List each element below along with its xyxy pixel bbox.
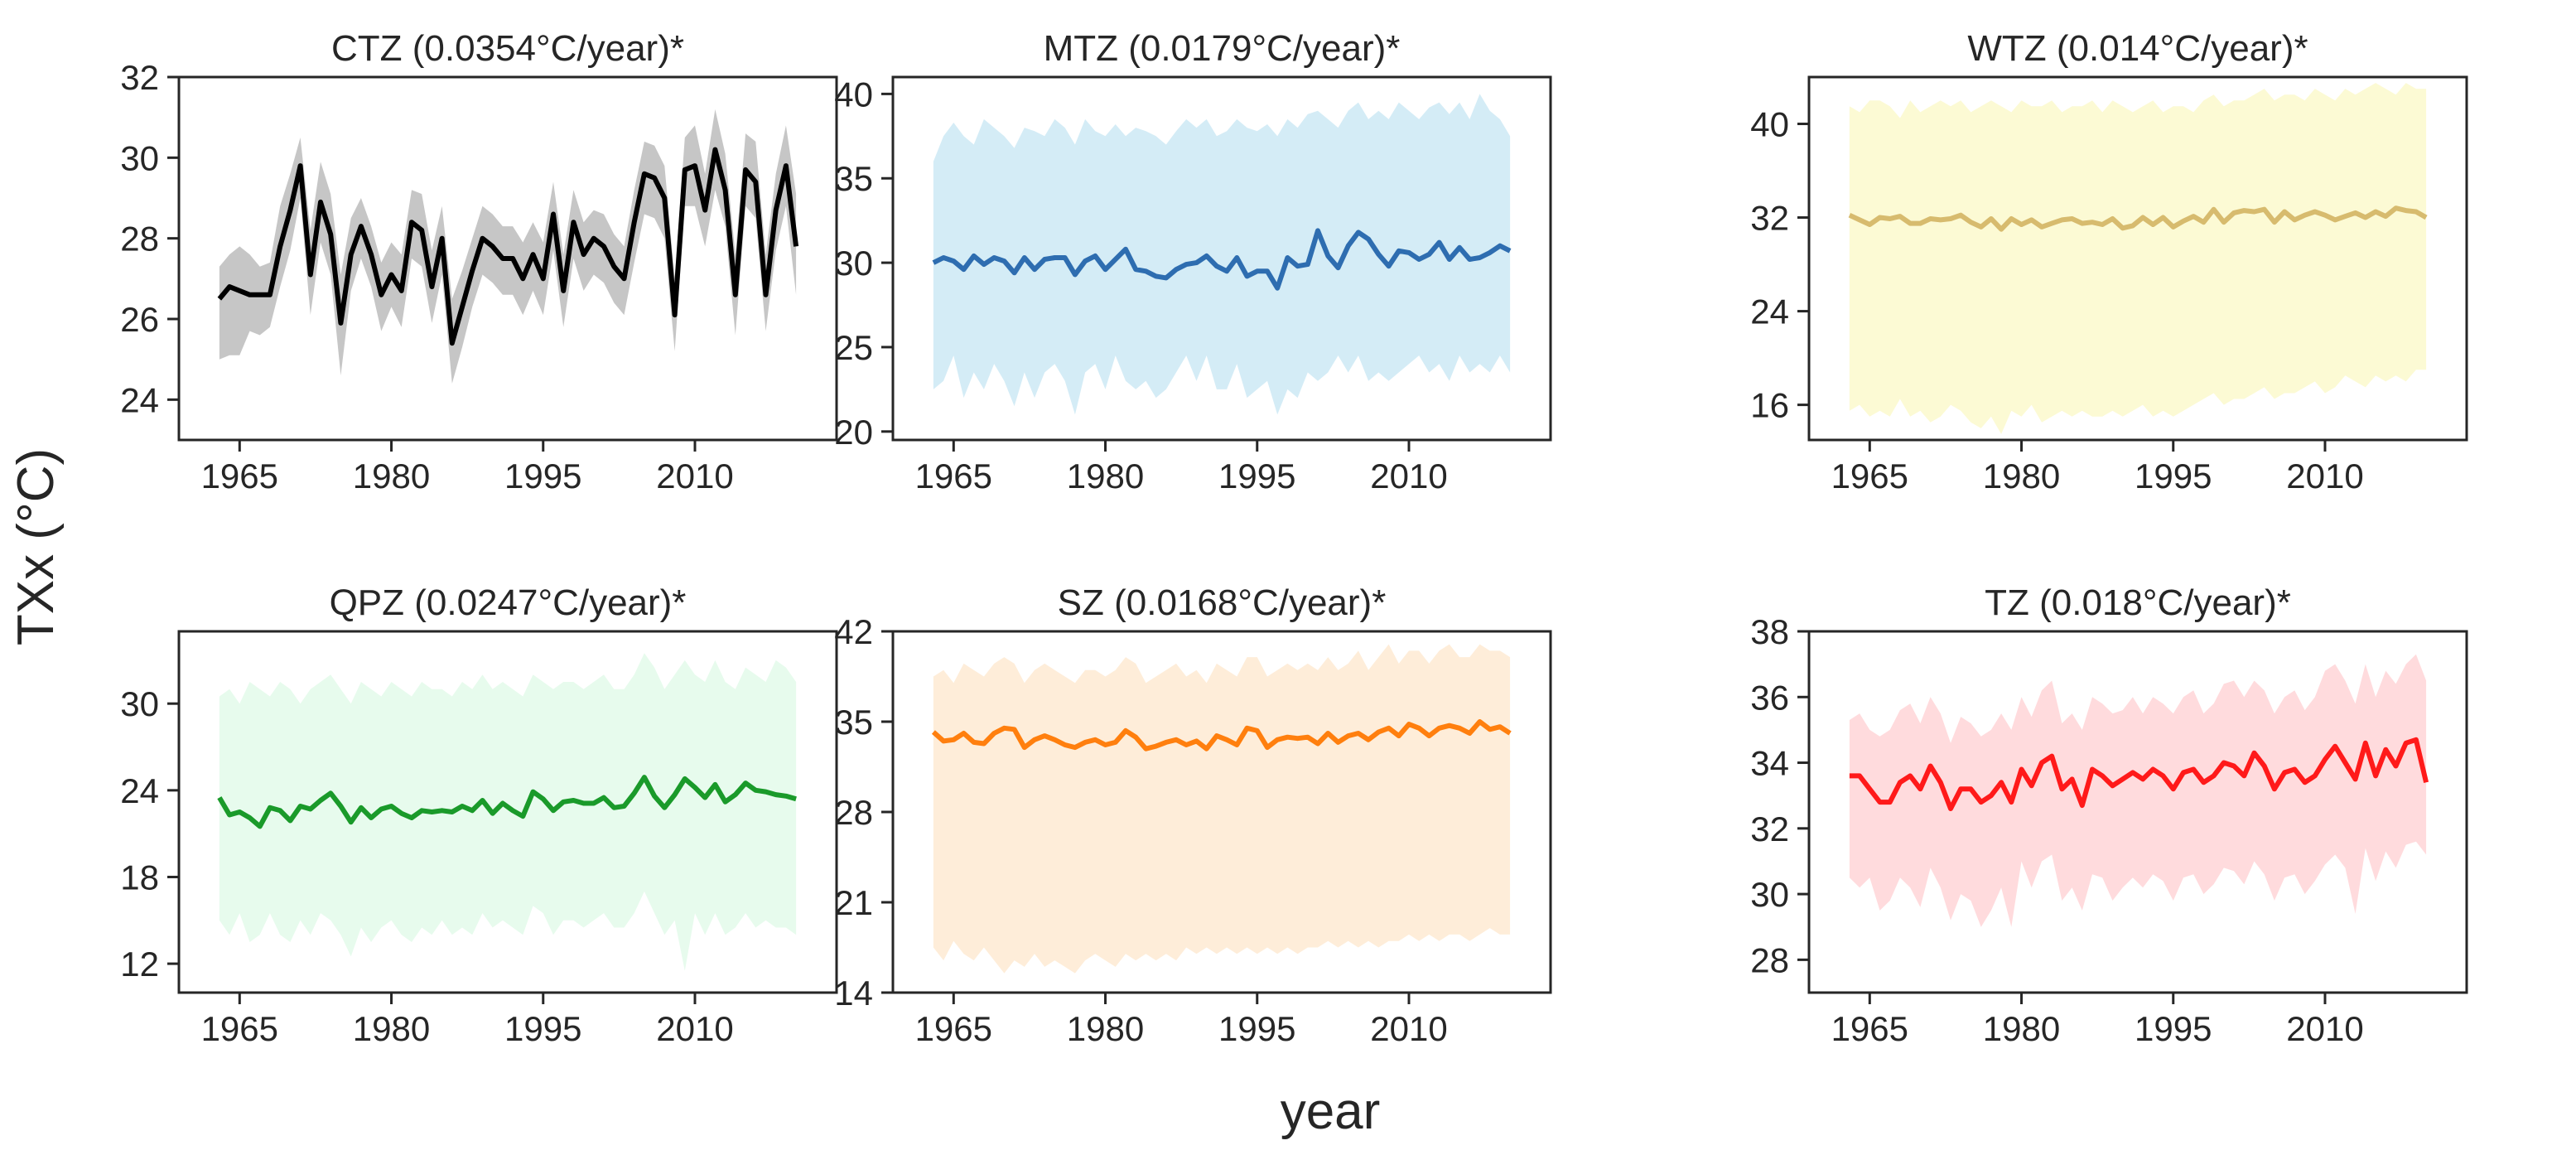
x-tick-label: 2010 [1370, 457, 1447, 495]
panel-title: CTZ (0.0354°C/year)* [331, 28, 684, 69]
x-tick-label: 2010 [656, 1009, 733, 1048]
y-tick-label: 20 [834, 413, 873, 452]
y-tick-label: 28 [1750, 940, 1789, 979]
x-tick-label: 2010 [656, 457, 733, 495]
x-tick-label: 1965 [1831, 457, 1908, 495]
x-tick-label: 1965 [201, 457, 278, 495]
series-line [932, 228, 1512, 291]
x-tick-label: 1995 [504, 457, 581, 495]
y-tick-label: 14 [834, 974, 873, 1012]
x-tick-label: 1995 [1218, 1009, 1295, 1048]
x-tick-label: 2010 [2286, 1009, 2363, 1048]
x-tick-label: 1965 [1831, 1009, 1908, 1048]
panel-4: 1965 1980 1995 2010 12 18 24 30 QPZ (0.0247°C/ye… [120, 582, 838, 1048]
y-tick-label: 26 [120, 300, 159, 339]
y-tick-label: 35 [834, 159, 873, 198]
plot-frame [891, 75, 1552, 442]
panel-title: WTZ (0.014°C/year)* [1967, 28, 2308, 69]
y-tick-label: 16 [1750, 386, 1789, 425]
x-tick-label: 1965 [201, 1009, 278, 1048]
y-tick-label: 30 [120, 684, 159, 723]
plot-frame [1807, 630, 2468, 994]
x-tick-label: 1980 [353, 457, 430, 495]
y-tick-label: 24 [1750, 292, 1789, 331]
x-tick-label: 1995 [2135, 1009, 2212, 1048]
panel-5: 1965 1980 1995 2010 14 21 28 35 42 SZ (0.0168°C/y… [834, 582, 1552, 1048]
y-tick-label: 38 [1750, 612, 1789, 651]
y-tick-label: 32 [1750, 199, 1789, 238]
x-tick-label: 1980 [1983, 457, 2060, 495]
series-line [1848, 205, 2428, 232]
panel-title: QPZ (0.0247°C/year)* [330, 582, 687, 623]
y-tick-label: 12 [120, 945, 159, 983]
panel-title: MTZ (0.0179°C/year)* [1044, 28, 1401, 69]
range-band [219, 653, 797, 971]
plot-frame [1807, 75, 2468, 442]
series-line [931, 719, 1512, 751]
y-axis-label: TXx (°C) [7, 448, 65, 645]
plot-frame [177, 630, 838, 994]
x-tick-label: 2010 [1370, 1009, 1447, 1048]
range-band [933, 644, 1511, 974]
y-tick-label: 40 [834, 75, 873, 114]
y-tick-label: 28 [120, 220, 159, 259]
series-line [217, 775, 797, 829]
y-tick-label: 30 [834, 244, 873, 283]
y-tick-label: 24 [120, 380, 159, 419]
y-tick-label: 30 [1750, 875, 1789, 914]
panel-1: 1965 1980 1995 2010 24 26 28 30 32 CTZ (0.0354°C/… [120, 28, 838, 495]
x-tick-label: 1995 [2135, 457, 2212, 495]
y-tick-label: 34 [1750, 744, 1789, 783]
y-tick-label: 25 [834, 328, 873, 367]
panel-3: 1965 1980 1995 2010 16 24 32 40 WTZ (0.014°C/yea… [1750, 28, 2468, 495]
series-line [1849, 737, 2429, 811]
y-tick-label: 42 [834, 612, 873, 651]
y-tick-label: 36 [1750, 678, 1789, 717]
range-band [1849, 83, 2427, 434]
panel-title: TZ (0.018°C/year)* [1985, 582, 2291, 623]
x-tick-label: 1980 [1067, 457, 1144, 495]
panel-6: 1965 1980 1995 2010 28 30 32 34 36 38 TZ (0.018°C/… [1750, 582, 2468, 1048]
x-tick-label: 1980 [1983, 1009, 2060, 1048]
y-tick-label: 21 [834, 883, 873, 922]
y-tick-label: 24 [120, 771, 159, 810]
x-tick-label: 1980 [353, 1009, 430, 1048]
series-line [217, 147, 799, 346]
y-tick-label: 32 [120, 58, 159, 97]
y-tick-label: 18 [120, 858, 159, 896]
x-tick-label: 1965 [915, 457, 992, 495]
range-band [933, 94, 1511, 415]
x-tick-label: 1995 [1218, 457, 1295, 495]
x-tick-label: 1980 [1067, 1009, 1144, 1048]
x-tick-label: 1995 [504, 1009, 581, 1048]
panel-title: SZ (0.0168°C/year)* [1058, 582, 1387, 623]
y-tick-label: 30 [120, 138, 159, 177]
range-band [1849, 654, 2427, 927]
y-tick-label: 35 [834, 703, 873, 742]
y-tick-label: 28 [834, 793, 873, 832]
plot-frame [177, 75, 838, 442]
x-tick-label: 2010 [2286, 457, 2363, 495]
y-tick-label: 40 [1750, 105, 1789, 144]
y-tick-label: 32 [1750, 809, 1789, 848]
x-axis-label: year [1281, 1083, 1381, 1140]
x-tick-label: 1965 [915, 1009, 992, 1048]
